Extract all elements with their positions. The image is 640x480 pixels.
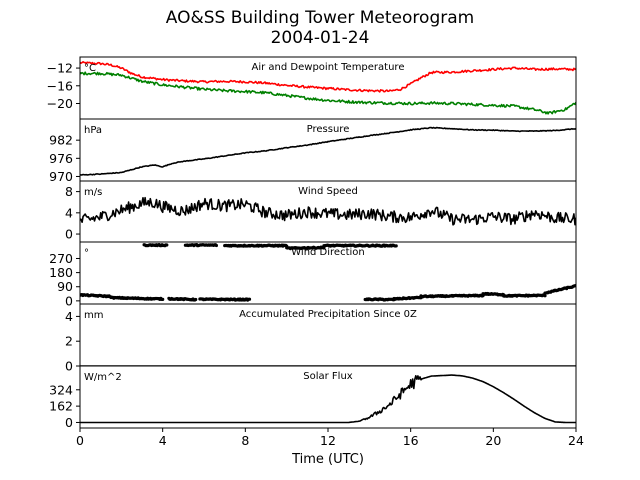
direction-point: [161, 297, 165, 301]
unit-label: W/m^2: [84, 372, 122, 383]
y-tick-label: 162: [49, 399, 73, 414]
y-tick-label: −16: [47, 78, 73, 93]
y-tick-label: 4: [65, 205, 73, 220]
y-tick-label: 970: [49, 169, 73, 184]
series-1: [80, 374, 576, 424]
unit-label: hPa: [84, 125, 102, 136]
panel-3: 8 4 0 m/s Wind Speed: [65, 180, 577, 243]
panel-1: −12 −16 −20 °C Air and Dewpoint Temperature: [47, 56, 577, 120]
y-tick-label: 0: [65, 359, 73, 374]
y-tick-label: 976: [49, 151, 73, 166]
series-line: [80, 374, 576, 424]
y-tick-label: 0: [65, 415, 73, 430]
direction-point: [194, 297, 198, 302]
x-tick-label: 4: [159, 433, 167, 448]
series-1: [80, 243, 576, 302]
series-line: [80, 126, 576, 176]
y-tick-label: 2: [65, 334, 73, 349]
direction-point: [543, 294, 547, 298]
series-line: [80, 71, 576, 115]
y-tick-label: 0: [65, 293, 73, 308]
panel-5: 4 2 0 mm Accumulated Precipitation Since 0Z: [65, 303, 577, 374]
unit-label: mm: [84, 310, 103, 321]
x-tick-label: 8: [241, 433, 249, 448]
x-tick-label: 0: [76, 433, 84, 448]
y-tick-label: 324: [49, 382, 73, 397]
series-2: [80, 71, 576, 115]
direction-point: [394, 244, 398, 248]
x-tick-label: 24: [568, 433, 584, 448]
unit-label: m/s: [84, 187, 102, 198]
figure-title: AO&SS Building Tower Meteorogram: [165, 8, 475, 28]
x-tick-label: 20: [485, 433, 501, 448]
series-line: [80, 196, 576, 226]
direction-point: [165, 243, 169, 247]
y-tick-label: 270: [49, 251, 73, 266]
y-tick-label: 180: [49, 265, 73, 280]
unit-label: °: [84, 248, 89, 259]
y-tick-label: 8: [65, 184, 73, 199]
x-axis-label: Time (UTC): [292, 452, 364, 467]
series-1: [80, 61, 576, 93]
y-tick-label: −20: [47, 96, 73, 111]
x-tick-label: 12: [320, 433, 336, 448]
panel-title: Air and Dewpoint Temperature: [252, 62, 405, 73]
panel-title: Wind Speed: [298, 186, 358, 197]
series-line: [80, 61, 576, 93]
y-tick-label: 982: [49, 133, 73, 148]
direction-point: [247, 297, 252, 301]
y-tick-label: 0: [65, 227, 73, 242]
y-tick-label: −12: [47, 61, 73, 76]
panel-2: 982 976 970 hPa Pressure: [49, 118, 577, 184]
unit-label: °C: [84, 63, 96, 74]
y-tick-label: 90: [57, 279, 73, 294]
figure-date: 2004-01-24: [270, 28, 370, 48]
y-tick-label: 4: [65, 309, 73, 324]
series-1: [80, 196, 576, 226]
panel-title: Solar Flux: [303, 371, 353, 382]
panel-title: Wind Direction: [291, 247, 365, 258]
direction-point: [214, 243, 218, 248]
panel-title: Accumulated Precipitation Since 0Z: [239, 309, 417, 320]
panel-title: Pressure: [307, 124, 350, 135]
series-1: [80, 126, 576, 176]
x-tick-label: 16: [403, 433, 419, 448]
